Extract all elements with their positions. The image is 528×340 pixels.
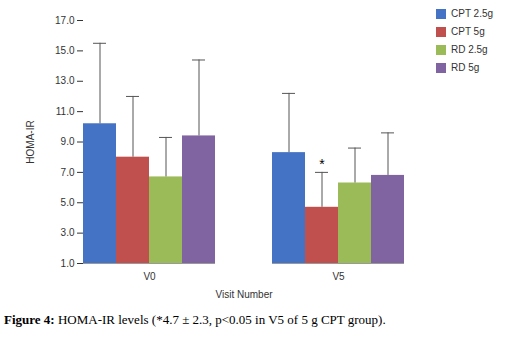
svg-text:11.0: 11.0 [56, 106, 75, 117]
svg-text:7.0: 7.0 [61, 167, 75, 178]
html-text:CPT 2.5g: CPT 2.5g [451, 8, 494, 19]
svg-text:V5: V5 [332, 271, 345, 282]
svg-text:Visit Number: Visit Number [215, 289, 273, 300]
svg-text:9.0: 9.0 [61, 136, 75, 147]
html-text:RD 2.5g: RD 2.5g [451, 44, 488, 55]
html-text:RD 5g: RD 5g [451, 62, 480, 73]
svg-text:V0: V0 [143, 271, 156, 282]
html-text:Figure 4: HOMA-IR levels (*4.7: Figure 4: HOMA-IR levels (*4.7 ± 2.3, p<… [4, 312, 386, 327]
svg-text:13.0: 13.0 [55, 75, 75, 86]
svg-text:HOMA-IR: HOMA-IR [25, 120, 36, 163]
html-text:CPT 5g: CPT 5g [451, 26, 485, 37]
svg-text:1.0: 1.0 [61, 258, 75, 269]
svg-text:15.0: 15.0 [55, 45, 75, 56]
svg-text:3.0: 3.0 [61, 227, 75, 238]
svg-text:*: * [319, 156, 325, 172]
svg-text:5.0: 5.0 [61, 197, 75, 208]
svg-text:17.0: 17.0 [55, 15, 75, 26]
